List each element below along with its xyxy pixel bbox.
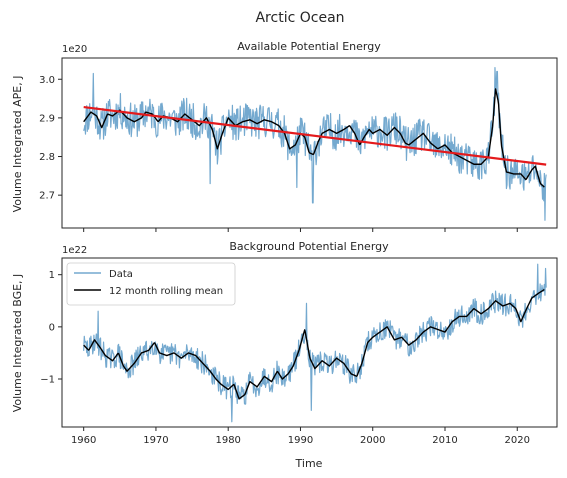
- x-tick-label: 1960: [71, 435, 96, 446]
- figure-title: Arctic Ocean: [255, 10, 344, 26]
- series-group: [83, 67, 547, 221]
- bge-panel: Background Potential Energy 1e22 Volume …: [11, 240, 558, 470]
- bge-y-axis-label: Volume Integrated BGE, J: [11, 274, 24, 413]
- rolling-mean-line: [83, 88, 545, 188]
- x-axis-label: Time: [295, 457, 323, 470]
- bge-offset-text: 1e22: [62, 245, 87, 256]
- x-tick-label: 1970: [143, 435, 168, 446]
- rolling-mean-line: [83, 288, 545, 400]
- x-tick-label: 2010: [432, 435, 457, 446]
- data-series-line: [83, 263, 547, 423]
- ape-offset-text: 1e20: [62, 44, 87, 55]
- axes-frame: [61, 57, 558, 229]
- series-group: [83, 263, 547, 423]
- ape-plot-area: 2.7 2.8 2.9 3.0: [39, 57, 558, 232]
- y-tick-label: 2.7: [39, 191, 55, 202]
- x-tick-label: 1990: [288, 435, 313, 446]
- bge-plot-area: 1960 1970 1980 1990 2000 2010 2020 −1 0 1 Data 12 m…: [40, 257, 558, 446]
- y-tick-label: 2.8: [39, 152, 55, 163]
- bge-panel-title: Background Potential Energy: [229, 240, 389, 253]
- ape-panel-title: Available Potential Energy: [237, 40, 381, 53]
- data-series-line: [83, 67, 547, 221]
- x-tick-label: 1980: [215, 435, 240, 446]
- y-tick-label: 3.0: [39, 75, 55, 86]
- legend-entry-label: Data: [109, 269, 133, 280]
- trend-line: [83, 105, 547, 166]
- x-tick-label: 2020: [505, 435, 530, 446]
- y-tick-label: 1: [49, 270, 55, 281]
- ape-y-axis-label: Volume Integrated APE, J: [11, 76, 24, 213]
- y-tick-label: −1: [40, 375, 55, 386]
- ape-panel: Available Potential Energy 1e20 Volume I…: [11, 40, 558, 232]
- x-tick-label: 2000: [360, 435, 385, 446]
- y-tick-label: 2.9: [39, 113, 55, 124]
- y-tick-label: 0: [49, 322, 55, 333]
- axes-frame: [61, 257, 558, 428]
- legend: Data 12 month rolling mean: [66, 262, 236, 306]
- legend-entry-label: 12 month rolling mean: [109, 286, 223, 297]
